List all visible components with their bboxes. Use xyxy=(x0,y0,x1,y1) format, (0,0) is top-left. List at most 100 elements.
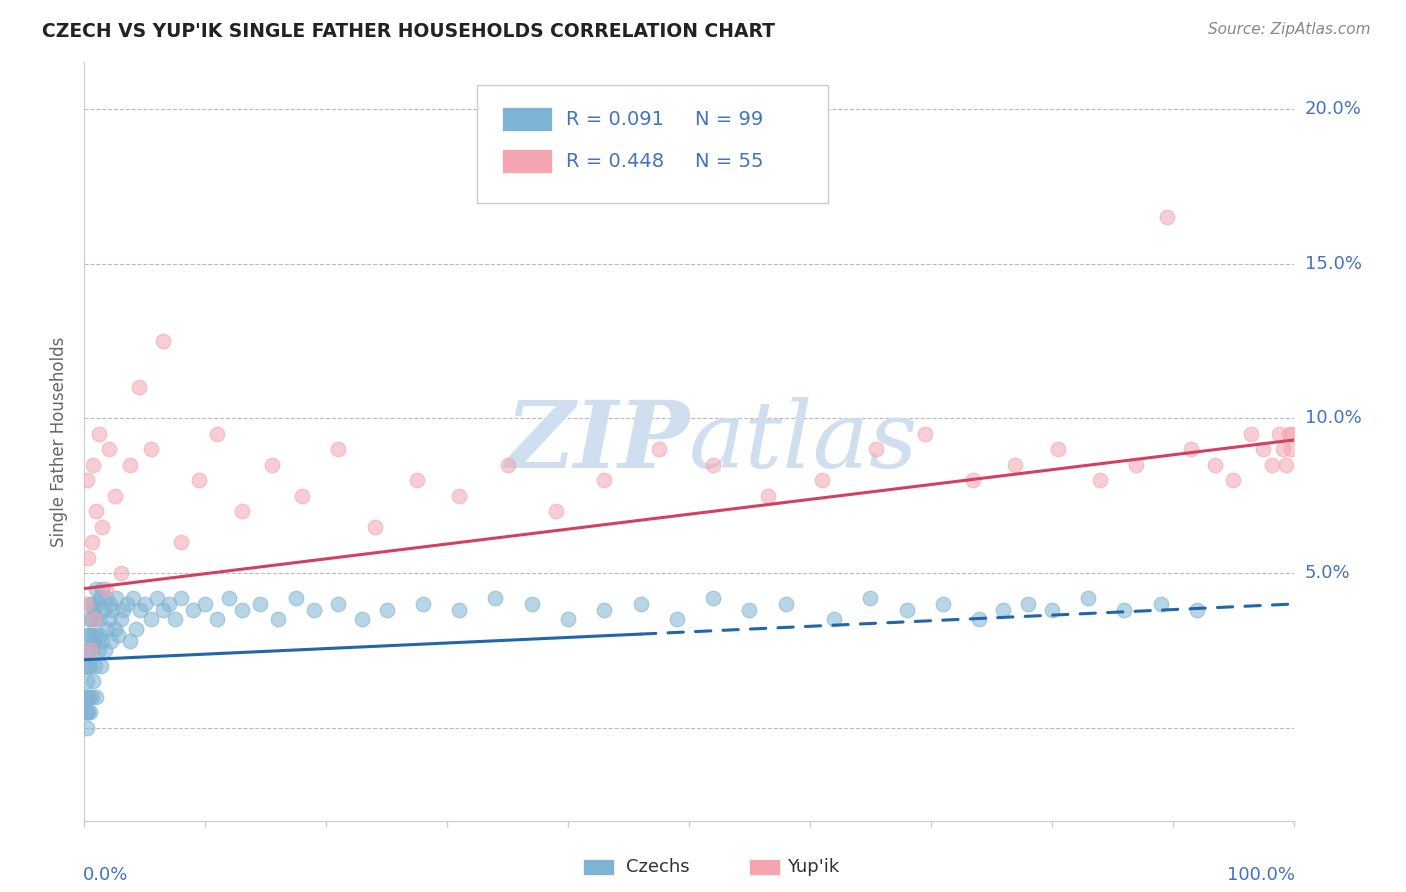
Point xyxy=(932,597,955,611)
Point xyxy=(77,659,100,673)
Point xyxy=(77,706,100,720)
Text: 10.0%: 10.0% xyxy=(1305,409,1361,427)
Text: atlas: atlas xyxy=(689,397,918,486)
Point xyxy=(962,473,984,487)
Text: 100.0%: 100.0% xyxy=(1226,866,1295,884)
Point xyxy=(75,690,97,704)
Point xyxy=(328,442,350,457)
Point xyxy=(76,473,98,487)
Point xyxy=(97,442,120,457)
Point xyxy=(648,442,671,457)
Point xyxy=(86,690,108,704)
Point xyxy=(82,597,104,611)
Point xyxy=(593,603,616,617)
Y-axis label: Single Father Households: Single Father Households xyxy=(51,336,69,547)
Point xyxy=(128,380,150,394)
Point xyxy=(77,643,100,657)
Point xyxy=(170,591,193,605)
Point xyxy=(702,591,724,605)
Point xyxy=(775,597,797,611)
Point xyxy=(77,628,100,642)
Point xyxy=(79,706,101,720)
Point xyxy=(1040,603,1063,617)
Point xyxy=(77,690,100,704)
Point xyxy=(90,659,112,673)
Text: ZIP: ZIP xyxy=(505,397,689,486)
Point xyxy=(82,628,104,642)
Bar xyxy=(502,107,553,131)
Point xyxy=(914,426,936,441)
Point xyxy=(1278,426,1301,441)
Point xyxy=(291,489,314,503)
Point xyxy=(1046,442,1069,457)
Point xyxy=(267,612,290,626)
Point xyxy=(1156,210,1178,224)
Point xyxy=(91,519,114,533)
Point xyxy=(107,628,129,642)
Point xyxy=(87,643,110,657)
Point xyxy=(207,612,229,626)
Point xyxy=(104,591,127,605)
Point xyxy=(110,612,132,626)
Point xyxy=(593,473,616,487)
Point xyxy=(134,597,156,611)
Text: 5.0%: 5.0% xyxy=(1305,564,1350,582)
Text: 0.0%: 0.0% xyxy=(83,866,128,884)
Text: N = 99: N = 99 xyxy=(695,110,763,128)
Point xyxy=(188,473,211,487)
Point xyxy=(328,597,350,611)
Point xyxy=(284,591,308,605)
Point xyxy=(1180,442,1202,457)
Point xyxy=(86,582,108,596)
Point xyxy=(1271,442,1294,457)
Point xyxy=(80,690,103,704)
Point xyxy=(165,612,187,626)
Point xyxy=(811,473,834,487)
Point xyxy=(104,622,127,636)
Point xyxy=(87,612,110,626)
Point xyxy=(82,674,104,689)
Point xyxy=(80,535,103,549)
Point xyxy=(110,566,132,580)
Point xyxy=(89,628,111,642)
Point xyxy=(231,603,253,617)
Point xyxy=(1004,458,1026,472)
Point xyxy=(157,597,180,611)
Point xyxy=(352,612,374,626)
Point xyxy=(121,591,143,605)
Point xyxy=(1185,603,1208,617)
Point xyxy=(80,643,103,657)
Point xyxy=(120,634,142,648)
Point xyxy=(738,603,761,617)
Point xyxy=(152,334,174,348)
Point xyxy=(101,603,124,617)
Point xyxy=(86,628,108,642)
Point xyxy=(1279,442,1302,457)
Point xyxy=(96,622,118,636)
Point xyxy=(406,473,429,487)
Point xyxy=(91,582,114,596)
Point xyxy=(1114,603,1136,617)
Point xyxy=(84,612,107,626)
Point xyxy=(125,622,148,636)
Point xyxy=(79,628,101,642)
Point xyxy=(557,612,579,626)
Point xyxy=(98,597,121,611)
Point xyxy=(94,643,117,657)
Point xyxy=(1149,597,1171,611)
Point xyxy=(100,634,122,648)
Point xyxy=(129,603,152,617)
Point xyxy=(484,591,506,605)
Point xyxy=(231,504,253,518)
Point xyxy=(967,612,990,626)
Text: N = 55: N = 55 xyxy=(695,152,763,170)
Point xyxy=(207,426,229,441)
Text: R = 0.091: R = 0.091 xyxy=(565,110,664,128)
Point xyxy=(76,721,98,735)
Point xyxy=(630,597,652,611)
Point xyxy=(83,634,105,648)
Point xyxy=(302,603,325,617)
Point xyxy=(86,597,108,611)
Point xyxy=(1222,473,1244,487)
Point xyxy=(1017,597,1039,611)
